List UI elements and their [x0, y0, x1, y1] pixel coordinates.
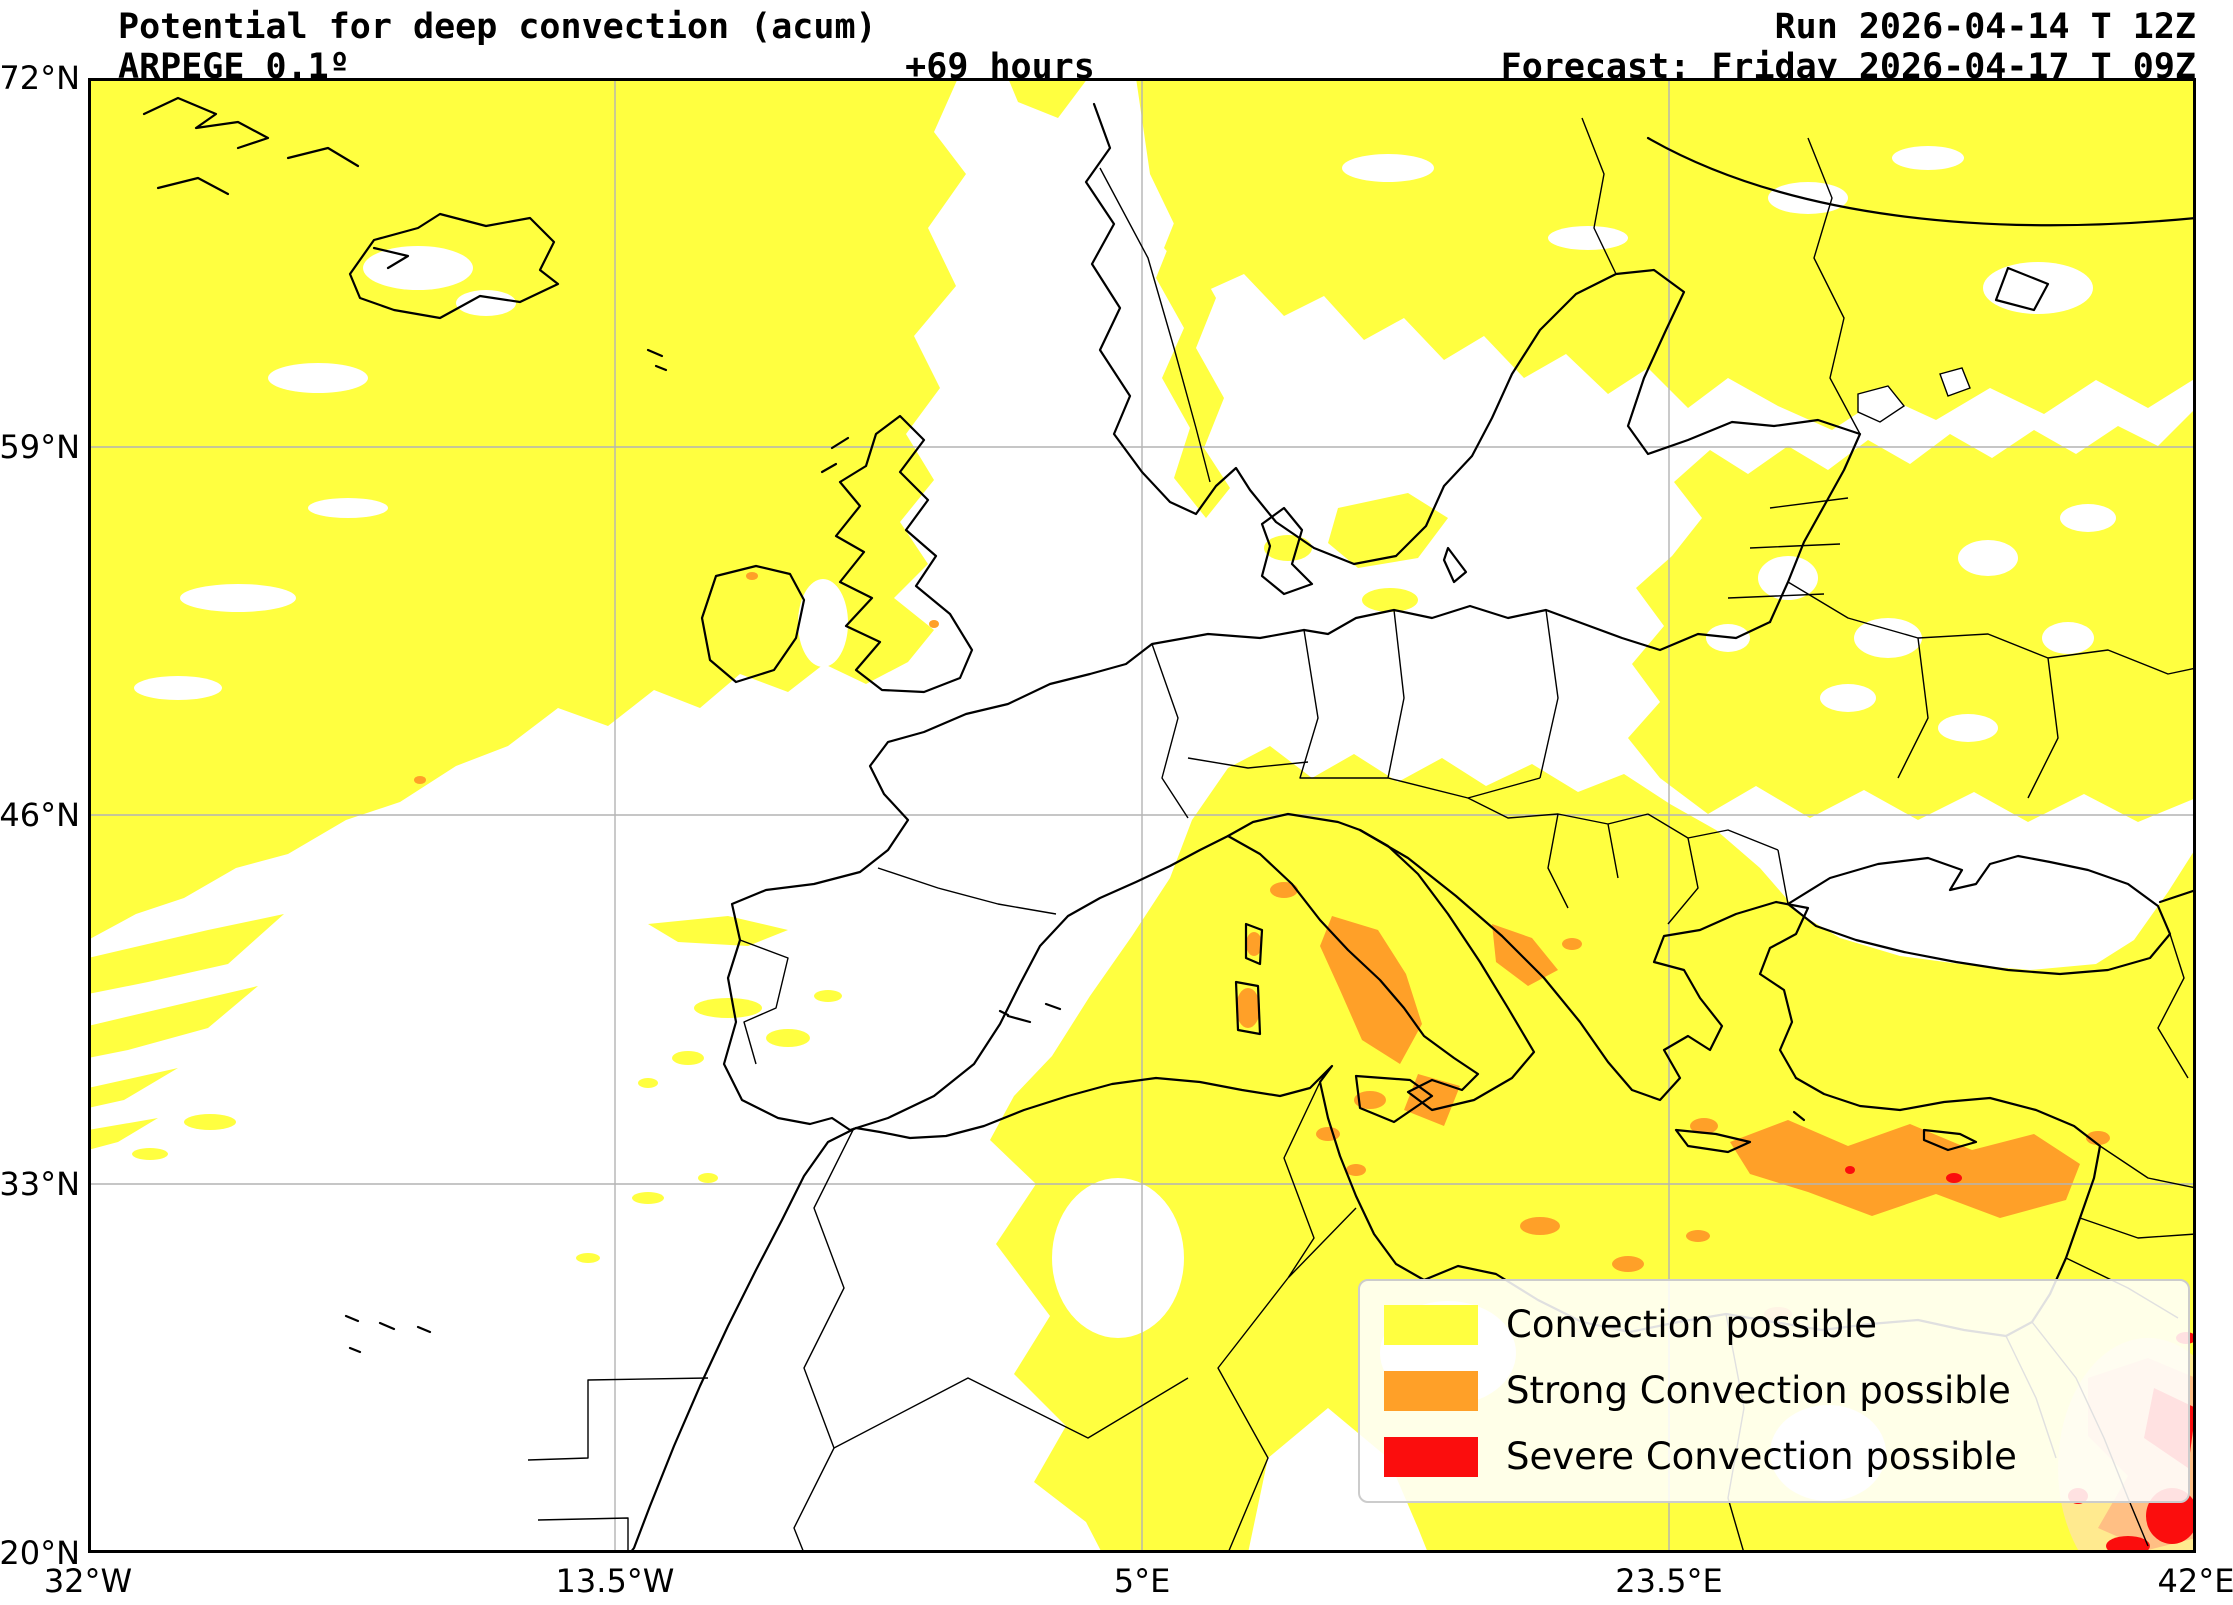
- lat-tick-20n: 20°N: [0, 1534, 80, 1572]
- legend-label-convection: Convection possible: [1506, 1303, 1878, 1346]
- lat-tick-59n: 59°N: [0, 428, 80, 466]
- legend-item-severe-convection: Severe Convection possible: [1384, 1431, 2164, 1483]
- legend: Convection possible Strong Convection po…: [1358, 1279, 2190, 1503]
- legend-swatch-convection: [1384, 1305, 1478, 1345]
- legend-label-strong-convection: Strong Convection possible: [1506, 1369, 2011, 1412]
- lon-tick-23-5e: 23.5°E: [1615, 1562, 1723, 1600]
- map-frame: [88, 78, 2196, 1553]
- legend-item-strong-convection: Strong Convection possible: [1384, 1365, 2164, 1417]
- lat-tick-72n: 72°N: [0, 59, 80, 97]
- legend-swatch-strong-convection: [1384, 1371, 1478, 1411]
- lakes-layer: [1857, 367, 1971, 423]
- forecast-map: Convection possible Strong Convection po…: [88, 78, 2196, 1553]
- lon-tick-42e: 42°E: [2157, 1562, 2233, 1600]
- lon-tick-32w: 32°W: [43, 1562, 133, 1600]
- convection-possible-layer: [88, 78, 2196, 1553]
- lat-tick-33n: 33°N: [0, 1165, 80, 1203]
- lon-tick-5e: 5°E: [1113, 1562, 1171, 1600]
- lon-tick-13-5w: 13.5°W: [555, 1562, 675, 1600]
- run-label: Run 2026-04-14 T 12Z: [1774, 7, 2196, 47]
- borders-layer: [527, 117, 2196, 1553]
- legend-swatch-severe-convection: [1384, 1437, 1478, 1477]
- lat-tick-46n: 46°N: [0, 796, 80, 834]
- page-title: Potential for deep convection (acum): [118, 7, 877, 47]
- legend-label-severe-convection: Severe Convection possible: [1506, 1435, 2017, 1478]
- legend-item-convection: Convection possible: [1384, 1299, 2164, 1351]
